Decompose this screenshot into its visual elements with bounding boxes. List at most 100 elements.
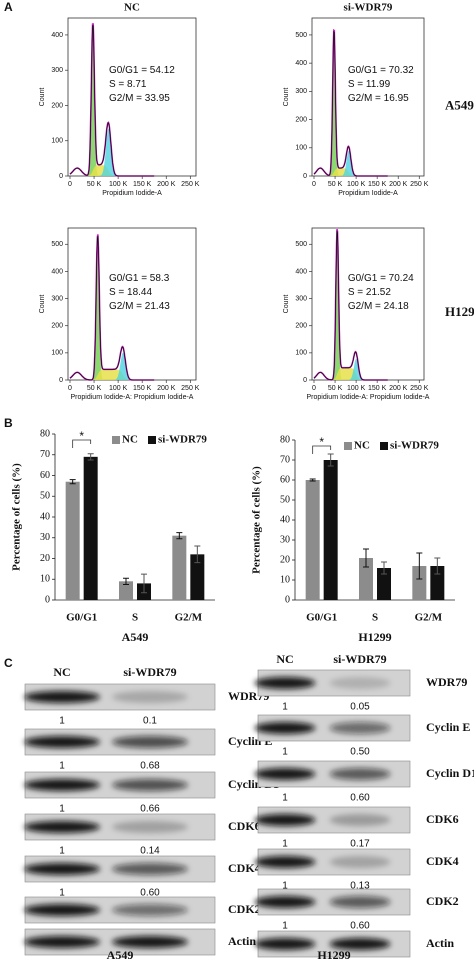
x-tick-label: 200 K: [157, 181, 176, 188]
x-tick-label: 250 K: [410, 181, 429, 188]
y-tick-label: 300: [51, 295, 63, 302]
band: [112, 779, 188, 791]
band: [329, 722, 391, 734]
y-axis-label: Percentage of cells (%): [251, 466, 263, 574]
quantification: 1: [59, 716, 65, 727]
band: [254, 677, 316, 689]
bar: [359, 558, 373, 600]
bar: [412, 566, 427, 600]
bar: [190, 554, 205, 600]
x-tick-label: G2/M: [415, 612, 443, 624]
y-tick-label: 400: [295, 60, 307, 67]
band: [329, 814, 391, 826]
x-axis-label: H1299: [358, 630, 391, 644]
x-tick-label: 100 K: [109, 181, 128, 188]
y-tick-label: 40: [40, 511, 50, 522]
band: [254, 722, 316, 734]
histogram-line: [69, 25, 155, 177]
cell-cycle-stat: S = 8.71: [109, 79, 147, 90]
histogram-line: [313, 30, 388, 177]
x-tick-label: 200 K: [389, 181, 408, 188]
quantification: 1: [282, 747, 288, 758]
y-axis-label: Count: [39, 295, 46, 314]
y-tick-label: 0: [303, 173, 307, 180]
legend-label: NC: [354, 440, 370, 452]
cell-cycle-stat: G2/M = 24.18: [348, 301, 409, 312]
x-tick-label: 0: [68, 181, 72, 188]
phase-area: [70, 30, 155, 176]
y-tick-label: 200: [295, 116, 307, 123]
quantification: 1: [282, 793, 288, 804]
panel-label: A: [4, 0, 13, 14]
quantification: 1: [282, 839, 288, 850]
band: [329, 896, 391, 908]
x-axis-label: Propidium Iodide-A: Propidium Iodide-A: [71, 394, 194, 401]
quantification: 0.60: [140, 888, 160, 899]
cell-cycle-stat: S = 11.99: [348, 79, 391, 90]
legend-swatch: [148, 436, 156, 444]
bar: [83, 456, 98, 600]
lane-label: si-WDR79: [123, 665, 176, 679]
y-tick-label: 70: [40, 449, 50, 460]
y-tick-label: 400: [295, 268, 307, 275]
error-bar: [434, 557, 441, 575]
x-tick-label: 0: [68, 385, 72, 392]
y-tick-label: 500: [295, 32, 307, 39]
error-bar: [381, 561, 387, 575]
quantification: 1: [59, 888, 65, 899]
quantification: 1: [59, 761, 65, 772]
quantification: 0.14: [140, 846, 160, 857]
x-tick-label: 250 K: [410, 385, 429, 392]
y-tick-label: 20: [280, 554, 290, 565]
error-bar: [327, 453, 334, 467]
y-tick-label: 100: [51, 350, 63, 357]
band: [112, 904, 188, 916]
band: [112, 863, 188, 875]
error-bar: [309, 478, 316, 482]
quantification: 0.68: [140, 761, 160, 772]
histogram-line: [313, 230, 388, 381]
quantification: 0.60: [350, 921, 370, 932]
band: [254, 938, 316, 950]
quantification: 0.13: [350, 881, 370, 892]
x-tick-label: 150 K: [368, 385, 387, 392]
x-tick-label: 100 K: [347, 385, 366, 392]
band: [24, 904, 100, 916]
error-bar: [176, 532, 183, 540]
protein-label: CDK4: [426, 854, 459, 868]
y-tick-label: 60: [280, 474, 290, 485]
x-tick-label: 50 K: [328, 385, 343, 392]
y-tick-label: 60: [40, 470, 50, 481]
band: [254, 768, 316, 780]
bar: [305, 480, 320, 600]
y-tick-label: 80: [40, 428, 50, 439]
x-tick-label: 50 K: [87, 181, 102, 188]
significance-bracket: [312, 445, 332, 454]
row-label: H1299: [445, 304, 474, 319]
band: [24, 821, 100, 833]
bar: [430, 566, 445, 600]
cell-cycle-stat: G0/G1 = 54.12: [109, 65, 175, 76]
x-tick-label: 200 K: [157, 385, 176, 392]
x-axis-label: Propidium Iodide-A: [102, 190, 162, 197]
y-tick-label: 400: [51, 268, 63, 275]
band: [329, 856, 391, 868]
quantification: 0.60: [350, 793, 370, 804]
y-tick-label: 200: [51, 102, 63, 109]
bar: [119, 581, 133, 600]
protein-label: Cyclin D1: [426, 766, 474, 780]
protein-label: CDK2: [426, 894, 459, 908]
y-tick-label: 10: [280, 574, 290, 585]
y-tick-label: 200: [295, 323, 307, 330]
protein-label: CDK6: [426, 812, 459, 826]
bar: [323, 460, 338, 600]
plot-title: si-WDR79: [344, 2, 393, 14]
error-bar: [87, 453, 94, 461]
legend-label: si-WDR79: [158, 434, 207, 446]
y-tick-label: 300: [295, 295, 307, 302]
quantification: 1: [282, 702, 288, 713]
protein-label: Actin: [228, 934, 256, 948]
band: [24, 863, 100, 875]
x-tick-label: 50 K: [87, 385, 102, 392]
